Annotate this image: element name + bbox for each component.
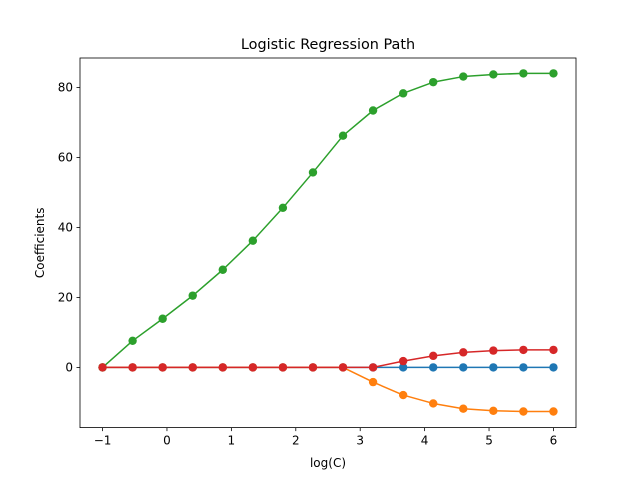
x-axis-label: log(C) [310, 456, 346, 470]
series-3-point [338, 363, 348, 372]
series-0-point [519, 363, 528, 372]
x-tick-label: 6 [550, 434, 558, 448]
x-tick-label: 1 [228, 434, 236, 448]
series-3-point [278, 363, 288, 372]
series-3-point [368, 363, 378, 372]
series-3 [98, 345, 558, 372]
series-2-point [248, 236, 258, 245]
series-2-point [308, 168, 318, 177]
series-2-point [128, 336, 137, 345]
series-3-point [98, 363, 107, 372]
series-2-point [368, 106, 378, 115]
series-2-point [158, 314, 167, 323]
series-1-point [519, 407, 528, 416]
series-3-point [158, 363, 167, 372]
series-2-point [278, 203, 288, 212]
series-1-point [549, 407, 558, 416]
x-tick-label: 3 [356, 434, 364, 448]
y-tick-label: 60 [58, 151, 73, 165]
series-3-point [188, 363, 197, 372]
series-2-point [549, 69, 558, 78]
series-2-point [489, 70, 498, 79]
y-tick-label: 80 [58, 81, 73, 95]
y-axis-label: Coefficients [33, 208, 47, 279]
series-2-point [188, 291, 197, 300]
series-2-line [101, 72, 555, 369]
series-3-point [308, 363, 318, 372]
y-tick-label: 0 [65, 361, 73, 375]
series-3-point [248, 363, 258, 372]
series-1-point [459, 404, 468, 413]
y-tick-label: 40 [58, 221, 73, 235]
series-2-point [429, 77, 438, 87]
x-tick-label: −1 [94, 434, 112, 448]
series-3-point [519, 345, 528, 355]
series-2-point [398, 89, 408, 98]
series-2 [98, 69, 558, 372]
series-2-point [459, 72, 468, 81]
series-3-line [101, 349, 555, 369]
series-layer [98, 69, 558, 416]
series-0-point [489, 363, 498, 372]
series-3-point [459, 348, 468, 357]
series-3-point [128, 363, 137, 372]
series-3-point [398, 356, 408, 366]
x-tick-label: 5 [485, 434, 493, 448]
series-0-point [398, 363, 408, 372]
x-axis-ticks: −1 0 1 2 3 4 5 6 [94, 427, 558, 448]
x-tick-label: 2 [292, 434, 300, 448]
series-1-point [429, 399, 438, 408]
series-2-point [519, 69, 528, 78]
y-axis-ticks: 0 20 40 60 80 [58, 81, 80, 375]
series-0-point [429, 363, 438, 372]
series-0-point [549, 363, 558, 372]
chart-title: Logistic Regression Path [241, 37, 415, 53]
series-2-point [218, 265, 227, 274]
series-3-point [429, 351, 438, 361]
y-tick-label: 20 [58, 291, 73, 305]
series-1-point [368, 377, 378, 387]
series-1-point [489, 406, 498, 415]
series-1-point [398, 390, 408, 400]
x-tick-label: 4 [421, 434, 429, 448]
series-2-point [338, 131, 348, 140]
series-3-point [489, 346, 498, 355]
plot-frame [79, 57, 577, 429]
series-3-point [549, 345, 558, 355]
series-3-point [218, 363, 227, 372]
x-tick-label: 0 [163, 434, 171, 448]
series-0-point [459, 363, 468, 372]
